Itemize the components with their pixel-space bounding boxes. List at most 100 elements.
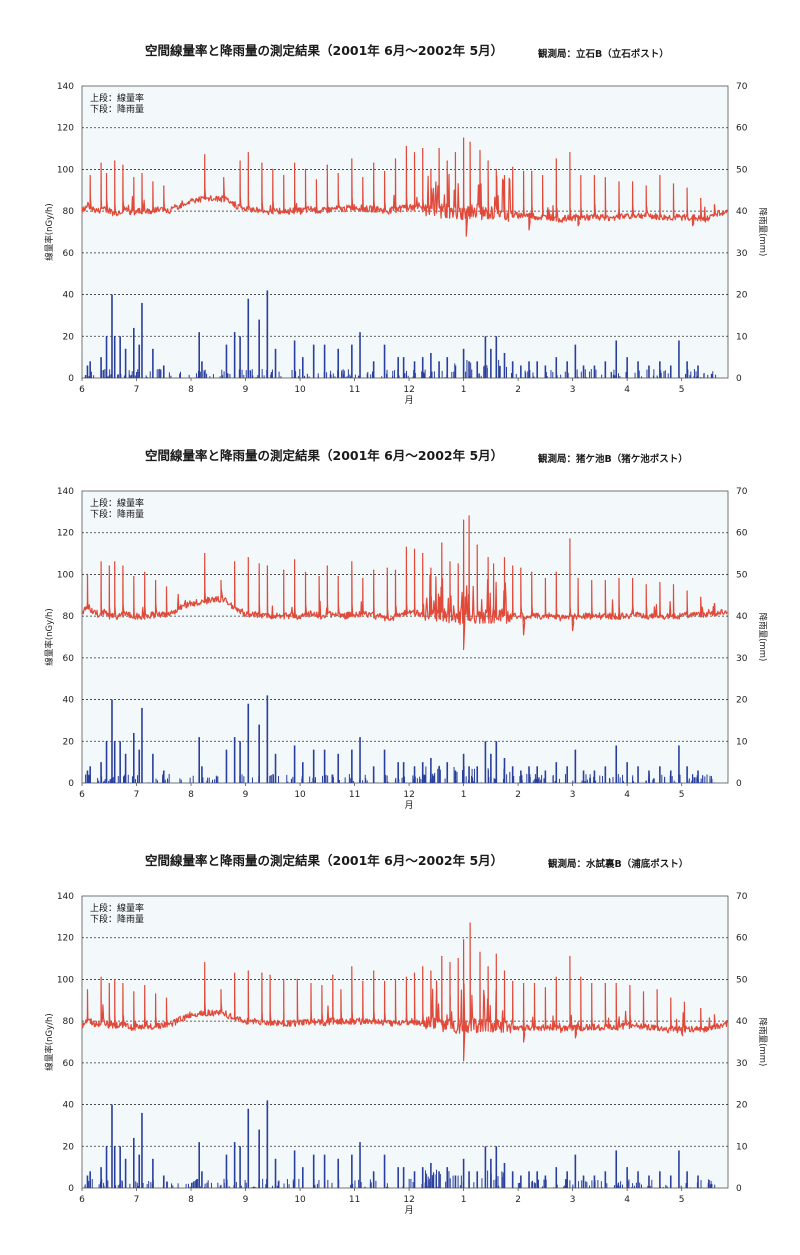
dose-peak-point — [247, 557, 249, 559]
dose-peak-point — [351, 561, 353, 563]
x-tick-label: 5 — [679, 790, 685, 800]
dose-peak-point — [591, 580, 593, 582]
plot-area — [81, 490, 729, 784]
chart-title: 空間線量率と降雨量の測定結果（2001年 6月～2002年 5月） — [145, 853, 504, 868]
dose-peak-point — [337, 575, 339, 578]
dose-peak-point — [492, 563, 495, 565]
dose-peak-point — [569, 538, 571, 540]
x-tick-label: 3 — [570, 790, 576, 800]
dose-peak-point — [686, 187, 688, 189]
dose-peak-point — [165, 997, 168, 999]
dose-peak-point — [272, 168, 274, 171]
dose-peak-point — [114, 561, 116, 563]
y-tick-left: 60 — [63, 654, 75, 664]
dose-peak-point — [133, 575, 135, 578]
x-axis-label: 月 — [405, 800, 414, 811]
dose-peak-point — [163, 185, 165, 187]
dose-peak-point — [100, 976, 102, 978]
dose-peak-point — [604, 983, 606, 985]
y-tick-left: 40 — [63, 291, 75, 301]
dose-peak-point — [672, 584, 675, 586]
dose-peak-point — [394, 978, 397, 981]
dose-peak-point — [580, 175, 582, 177]
y-tick-right: 30 — [736, 654, 748, 664]
dose-peak-point — [351, 966, 353, 968]
y-tick-left: 0 — [68, 779, 74, 789]
dose-peak-point — [373, 970, 375, 972]
dose-peak-point — [122, 983, 124, 985]
y-tick-right: 60 — [736, 124, 748, 134]
dose-peak-point — [220, 989, 222, 991]
dose-peak-point — [487, 160, 489, 162]
dose-peak-point — [645, 185, 647, 187]
dose-peak-point — [449, 561, 451, 563]
dose-peak-point — [362, 578, 364, 580]
x-tick-label: 8 — [188, 385, 194, 395]
dose-peak-point — [430, 970, 432, 972]
dose-peak-point — [512, 166, 514, 168]
y-tick-right: 0 — [736, 779, 742, 789]
dose-peak-point — [479, 150, 481, 152]
dose-peak-point — [100, 561, 102, 563]
legend-entry: 上段：線量率 — [90, 92, 144, 104]
dose-peak-point — [383, 980, 386, 983]
y-tick-left: 80 — [63, 612, 75, 622]
dose-peak-point — [261, 162, 263, 164]
dose-peak-point — [642, 991, 645, 993]
dose-peak-point — [533, 983, 536, 985]
dose-peak-point — [659, 582, 661, 584]
dose-peak-point — [304, 571, 307, 573]
dose-peak-point — [531, 170, 533, 173]
dose-peak-point — [261, 972, 263, 974]
x-tick-label: 4 — [624, 385, 630, 395]
y-axis-label-right: 降雨量(mm) — [757, 1018, 768, 1067]
x-tick-label: 5 — [679, 385, 685, 395]
y-tick-right: 40 — [736, 1017, 748, 1027]
chart-title: 空間線量率と降雨量の測定結果（2001年 6月～2002年 5月） — [145, 43, 504, 58]
x-tick-label: 12 — [403, 1195, 414, 1205]
dose-peak-point — [154, 993, 157, 995]
y-tick-left: 80 — [63, 1017, 75, 1027]
y-tick-right: 60 — [736, 934, 748, 944]
dose-peak-point — [247, 152, 249, 154]
dose-peak-point — [495, 953, 497, 955]
dose-peak-point — [405, 145, 407, 148]
dose-peak-point — [683, 1001, 685, 1003]
y-tick-left: 120 — [57, 124, 74, 134]
dose-peak-point — [555, 571, 557, 573]
chart-svg: 0 20 40 60 80 100 120 140 0 10 20 30 40 50 60 70 6 7 8 9 10 1… — [44, 82, 768, 406]
dose-peak-point — [373, 569, 375, 571]
x-tick-label: 1 — [461, 790, 467, 800]
dose-peak-point — [326, 164, 328, 166]
dose-peak-point — [454, 152, 457, 154]
station-label: 観測局：立石B（立石ポスト） — [538, 49, 669, 60]
x-tick-label: 8 — [188, 1195, 194, 1205]
y-tick-right: 0 — [736, 374, 742, 384]
y-tick-right: 60 — [736, 529, 748, 539]
dose-peak-point — [294, 162, 296, 164]
dose-peak-point — [362, 980, 364, 983]
y-tick-right: 10 — [736, 332, 748, 342]
dose-peak-point — [463, 939, 465, 941]
y-tick-right: 40 — [736, 207, 748, 217]
dose-peak-point — [165, 586, 168, 588]
dose-peak-point — [463, 137, 465, 139]
y-tick-left: 0 — [68, 1184, 74, 1194]
x-tick-label: 4 — [624, 1195, 630, 1205]
chart-panel-tateishi: 空間線量率と降雨量の測定結果（2001年 6月～2002年 5月） 観測局：立石… — [0, 0, 800, 420]
dose-peak-point — [373, 162, 375, 164]
dose-peak-point — [422, 552, 424, 555]
x-tick-label: 3 — [570, 385, 576, 395]
dose-peak-point — [332, 974, 334, 976]
dose-peak-point — [449, 962, 451, 964]
dose-peak-point — [672, 183, 675, 185]
y-tick-left: 140 — [57, 487, 74, 497]
dose-peak-point — [86, 989, 89, 991]
y-tick-left: 100 — [57, 165, 74, 175]
dose-peak-point — [555, 976, 557, 978]
dose-peak-point — [204, 154, 206, 156]
y-tick-left: 120 — [57, 934, 74, 944]
x-tick-label: 2 — [515, 385, 521, 395]
dose-peak-point — [670, 997, 672, 999]
dose-peak-point — [326, 565, 328, 567]
